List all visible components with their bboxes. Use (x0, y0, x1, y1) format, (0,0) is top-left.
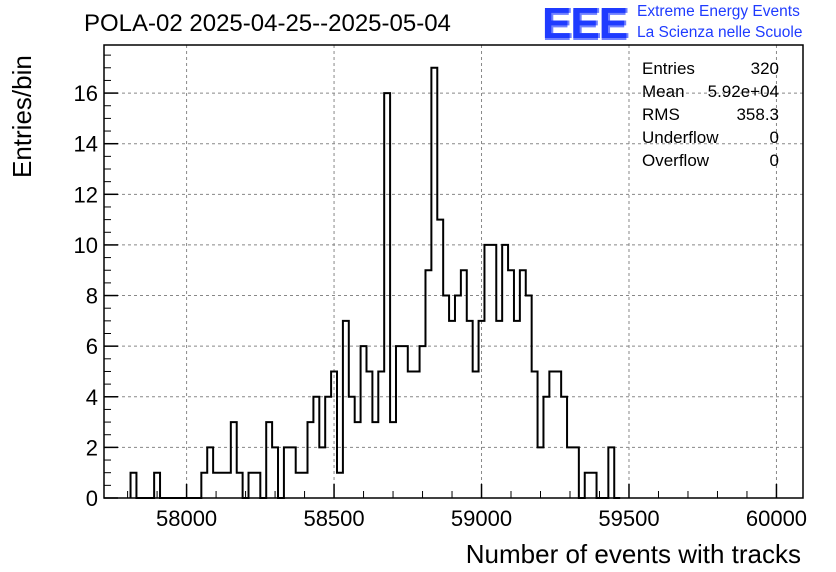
axis-ticks (104, 54, 778, 499)
org-name-line2: La Scienza nelle Scuole (637, 24, 803, 41)
stat-value-entries: 320 (750, 59, 779, 78)
y-tick-label: 8 (86, 284, 98, 309)
plot-frame (103, 44, 804, 499)
histogram-bin (296, 473, 302, 498)
y-tick-label: 14 (74, 132, 98, 157)
histogram-bin (372, 422, 378, 498)
histogram-bin (538, 447, 544, 498)
histogram-bin (514, 321, 520, 498)
stat-label-mean: Mean (642, 82, 685, 101)
y-tick-label: 16 (74, 81, 98, 106)
histogram-bin (319, 447, 325, 498)
histogram-bin (390, 422, 396, 498)
x-tick-label: 58500 (303, 506, 364, 531)
stat-label-entries: Entries (642, 59, 695, 78)
y-tick-label: 0 (86, 486, 98, 511)
x-axis-label: Number of events with tracks (466, 539, 801, 569)
x-tick-label: 58000 (156, 506, 217, 531)
histogram-bin (219, 473, 225, 498)
histogram-bin (449, 321, 455, 498)
histogram-series (129, 66, 621, 499)
stat-value-rms: 358.3 (736, 105, 779, 124)
histogram-bin (225, 473, 231, 498)
eee-logo: EEE (542, 0, 628, 48)
x-tick-label: 59500 (598, 506, 659, 531)
y-tick-label: 12 (74, 182, 98, 207)
org-name-line1: Extreme Energy Events (637, 3, 800, 20)
x-tick-label: 60000 (746, 506, 807, 531)
stat-label-rms: RMS (642, 105, 680, 124)
stat-value-mean: 5.92e+04 (707, 82, 779, 101)
y-tick-label: 4 (86, 385, 98, 410)
histogram-bin (473, 371, 479, 498)
histogram-bin (355, 422, 361, 498)
histogram-bin (408, 371, 414, 498)
stat-value-overflow: 0 (769, 151, 779, 170)
y-tick-label: 10 (74, 233, 98, 258)
histogram-bin (567, 447, 573, 498)
histogram-bins (131, 68, 615, 498)
histogram-bin (337, 473, 343, 498)
chart-title: POLA-02 2025-04-25--2025-05-04 (84, 10, 451, 37)
grid-lines (104, 45, 803, 498)
x-tick-label: 59000 (451, 506, 512, 531)
histogram-bin (414, 371, 420, 498)
stat-label-underflow: Underflow (642, 128, 719, 147)
histogram-bin (496, 321, 502, 498)
y-tick-label: 6 (86, 334, 98, 359)
y-axis-label: Entries/bin (7, 55, 37, 178)
x-tick-labels: 58000 58500 59000 59500 60000 (156, 506, 807, 531)
y-tick-label: 2 (86, 435, 98, 460)
stat-label-overflow: Overflow (642, 151, 710, 170)
y-tick-labels: 0 2 4 6 8 10 12 14 16 (74, 81, 98, 511)
stat-value-underflow: 0 (769, 128, 779, 147)
